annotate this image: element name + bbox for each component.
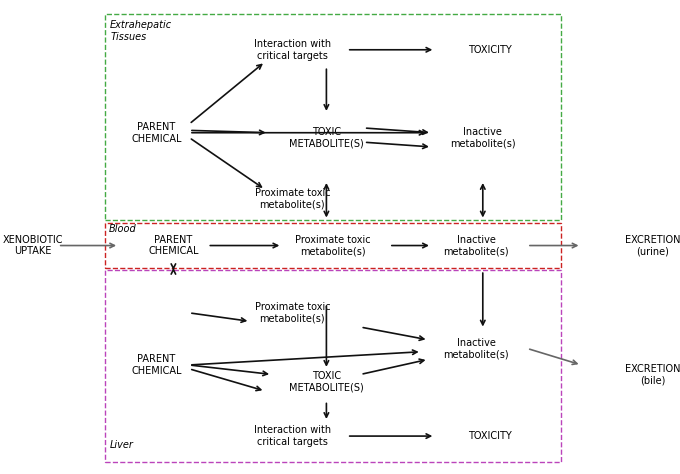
Text: EXCRETION
(bile): EXCRETION (bile) xyxy=(625,364,680,385)
Text: Proximate toxic
metabolite(s): Proximate toxic metabolite(s) xyxy=(254,302,330,324)
Text: Inactive
metabolite(s): Inactive metabolite(s) xyxy=(443,337,509,359)
Text: Liver: Liver xyxy=(110,440,134,450)
Text: Inactive
metabolite(s): Inactive metabolite(s) xyxy=(450,127,515,148)
Text: Blood: Blood xyxy=(109,224,137,234)
Text: XENOBIOTIC
UPTAKE: XENOBIOTIC UPTAKE xyxy=(3,235,63,256)
Text: Inactive
metabolite(s): Inactive metabolite(s) xyxy=(443,235,509,256)
Text: PARENT
CHEMICAL: PARENT CHEMICAL xyxy=(148,235,199,256)
Text: Interaction with
critical targets: Interaction with critical targets xyxy=(254,39,331,61)
Text: EXCRETION
(urine): EXCRETION (urine) xyxy=(625,235,680,256)
Bar xyxy=(105,14,561,220)
Text: Proximate toxic
metabolite(s): Proximate toxic metabolite(s) xyxy=(254,188,330,210)
Bar xyxy=(105,223,561,268)
Text: TOXIC
METABOLITE(S): TOXIC METABOLITE(S) xyxy=(289,127,364,148)
Text: Proximate toxic
metabolite(s): Proximate toxic metabolite(s) xyxy=(295,235,371,256)
Text: PARENT
CHEMICAL: PARENT CHEMICAL xyxy=(131,122,182,144)
Text: Interaction with
critical targets: Interaction with critical targets xyxy=(254,425,331,447)
Bar xyxy=(105,270,561,462)
Text: Extrahepatic
Tissues: Extrahepatic Tissues xyxy=(110,20,172,42)
Text: TOXIC
METABOLITE(S): TOXIC METABOLITE(S) xyxy=(289,371,364,392)
Text: TOXICITY: TOXICITY xyxy=(468,45,511,55)
Text: TOXICITY: TOXICITY xyxy=(468,431,511,441)
Text: PARENT
CHEMICAL: PARENT CHEMICAL xyxy=(131,354,182,376)
